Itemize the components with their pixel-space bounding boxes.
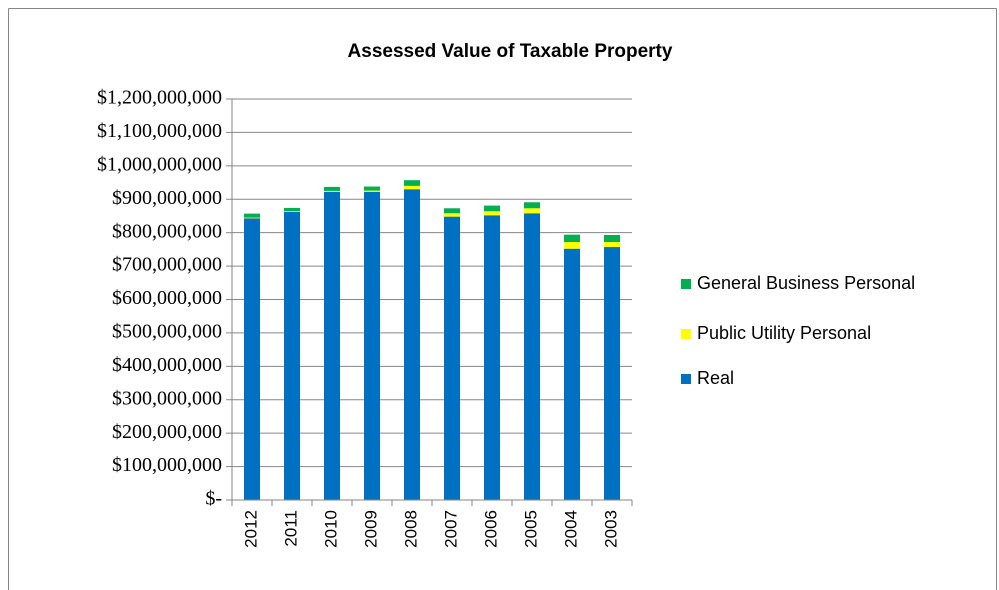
bar-segment [364, 190, 380, 192]
x-tick-label: 2008 [401, 510, 420, 548]
bar-segment [524, 208, 540, 214]
y-tick-label: $700,000,000 [112, 254, 222, 276]
y-tick-label: $200,000,000 [112, 421, 222, 443]
y-tick-label: $300,000,000 [112, 387, 222, 409]
bar-segment [324, 191, 340, 501]
bar-segment [444, 216, 460, 501]
bar-segment [484, 211, 500, 216]
bar-segment [564, 242, 580, 249]
x-tick-label: 2007 [441, 510, 460, 548]
legend-swatch [681, 329, 691, 339]
y-tick-label: $- [205, 488, 222, 510]
bar-segment [604, 247, 620, 500]
bar-segment [484, 205, 500, 212]
bar-segment [404, 189, 420, 500]
legend-label: General Business Personal [697, 273, 915, 293]
bar-segment [524, 213, 540, 500]
bar-segment [444, 213, 460, 217]
y-tick-label: $1,100,000,000 [97, 120, 222, 142]
bar-segment [524, 202, 540, 209]
bar-segment [284, 211, 300, 212]
y-tick-label: $400,000,000 [112, 354, 222, 376]
bar-segment [244, 213, 260, 218]
bar-segment [364, 191, 380, 501]
y-tick-label: $800,000,000 [112, 220, 222, 242]
y-tick-label: $100,000,000 [112, 454, 222, 476]
bar-segment [324, 186, 340, 191]
chart-title: Assessed Value of Taxable Property [348, 41, 673, 62]
legend-label: Public Utility Personal [697, 323, 871, 343]
y-tick-label: $900,000,000 [112, 187, 222, 209]
legend-label: Real [697, 368, 734, 388]
x-tick-label: 2009 [361, 510, 380, 548]
x-tick-label: 2012 [241, 510, 260, 548]
bar-segment [404, 185, 420, 190]
bar-segment [604, 242, 620, 248]
bar-segment [284, 211, 300, 500]
x-tick-label: 2003 [601, 510, 620, 548]
y-tick-label: $1,200,000,000 [97, 87, 222, 109]
x-tick-label: 2005 [521, 510, 540, 548]
bar-segment [484, 215, 500, 501]
x-tick-label: 2010 [321, 510, 340, 548]
y-tick-label: $1,000,000,000 [97, 153, 222, 175]
bar-segment [324, 190, 340, 192]
bar-segment [444, 208, 460, 214]
bar-segment [564, 248, 580, 500]
x-tick-label: 2006 [481, 510, 500, 548]
bar-segment [364, 186, 380, 191]
x-tick-label: 2004 [561, 510, 580, 548]
bar-segment [604, 235, 620, 243]
y-tick-label: $500,000,000 [112, 321, 222, 343]
bar-segment [564, 234, 580, 243]
bar-segment [244, 218, 260, 501]
x-tick-label: 2011 [281, 510, 300, 547]
y-tick-label: $600,000,000 [112, 287, 222, 309]
bar-segment [244, 217, 260, 219]
bar-segment [284, 207, 300, 212]
bar-segment [404, 180, 420, 186]
legend-swatch [681, 374, 691, 384]
legend-swatch [681, 279, 691, 289]
